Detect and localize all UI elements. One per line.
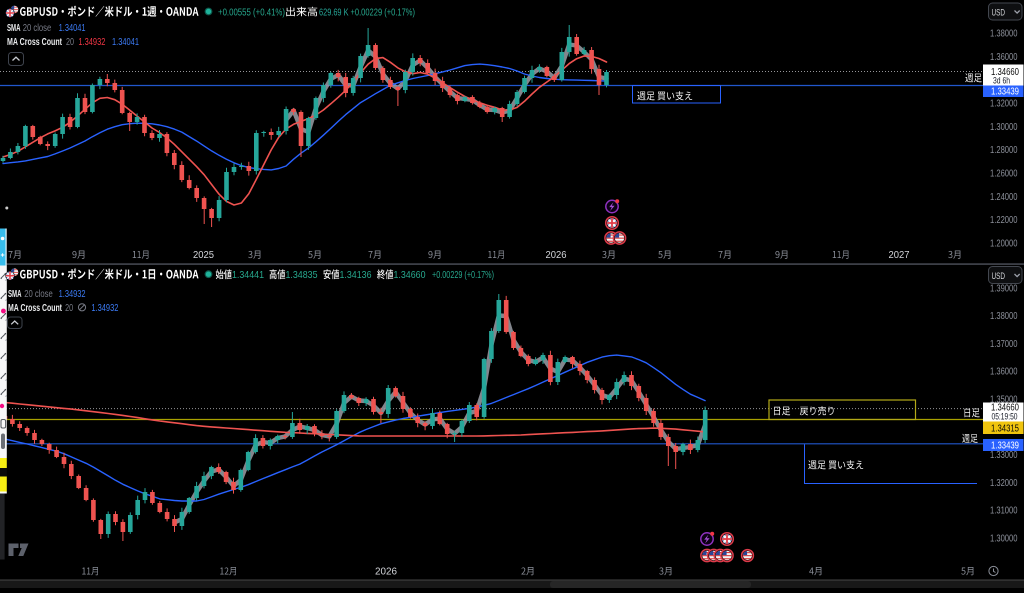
svg-text:USD: USD [992,271,1006,281]
svg-text:1.34660: 1.34660 [394,269,426,281]
svg-text:1.34932: 1.34932 [78,37,105,48]
svg-text:1.33000: 1.33000 [990,450,1018,461]
svg-text:20: 20 [65,303,73,314]
svg-text:1.39000: 1.39000 [990,283,1018,294]
svg-text:SMA: SMA [7,23,21,34]
svg-text:SMA: SMA [8,289,22,300]
svg-text:1.31000: 1.31000 [990,506,1018,517]
svg-text:1.22000: 1.22000 [990,215,1018,226]
svg-text:MA Cross Count: MA Cross Count [8,303,62,314]
svg-text:USD: USD [992,8,1006,18]
svg-text:1.34660: 1.34660 [991,403,1019,414]
svg-text:+0.00555 (+0.41%): +0.00555 (+0.41%) [218,6,285,18]
svg-text:+0.00229 (+0.17%): +0.00229 (+0.17%) [432,269,494,281]
svg-text:2025: 2025 [193,250,214,261]
svg-text:2027: 2027 [889,250,910,261]
svg-text:1.37000: 1.37000 [990,339,1018,350]
svg-text:1.34660: 1.34660 [991,67,1019,78]
svg-text:1.30000: 1.30000 [990,122,1018,133]
svg-text:1.35000: 1.35000 [990,395,1018,406]
svg-text:1.34041: 1.34041 [59,23,86,34]
svg-text:1.34136: 1.34136 [340,269,372,281]
svg-text:1.34441: 1.34441 [232,269,264,281]
svg-text:3d 6h: 3d 6h [993,76,1010,86]
svg-text:2026: 2026 [375,567,397,578]
svg-text:1.30000: 1.30000 [990,534,1018,545]
svg-text:1.20000: 1.20000 [990,239,1018,250]
svg-text:1.38000: 1.38000 [990,311,1018,322]
svg-text:1.36000: 1.36000 [990,52,1018,63]
svg-text:1.32000: 1.32000 [990,99,1018,110]
svg-text:20 close: 20 close [23,23,52,34]
svg-text:1.34041: 1.34041 [112,37,139,48]
svg-text:1.32000: 1.32000 [990,478,1018,489]
svg-text:1.34315: 1.34315 [991,423,1019,434]
svg-text:+0.00229 (+0.17%): +0.00229 (+0.17%) [351,6,416,18]
svg-text:1.34835: 1.34835 [286,269,318,281]
svg-text:1.34932: 1.34932 [91,303,118,314]
svg-text:1.34932: 1.34932 [59,289,86,300]
svg-text:1.26000: 1.26000 [990,169,1018,180]
svg-text:20: 20 [66,37,74,48]
svg-text:1.36000: 1.36000 [990,367,1018,378]
svg-text:05:19:50: 05:19:50 [992,412,1018,422]
svg-text:20 close: 20 close [24,289,53,300]
svg-text:2026: 2026 [546,250,567,261]
svg-text:MA Cross Count: MA Cross Count [7,37,62,48]
svg-text:1.28000: 1.28000 [990,145,1018,156]
svg-text:629.69 K: 629.69 K [319,6,349,18]
svg-text:1.33439: 1.33439 [991,441,1019,452]
svg-text:1.24000: 1.24000 [990,192,1018,203]
svg-text:1.38000: 1.38000 [990,29,1018,40]
svg-text:1.33439: 1.33439 [991,87,1019,98]
